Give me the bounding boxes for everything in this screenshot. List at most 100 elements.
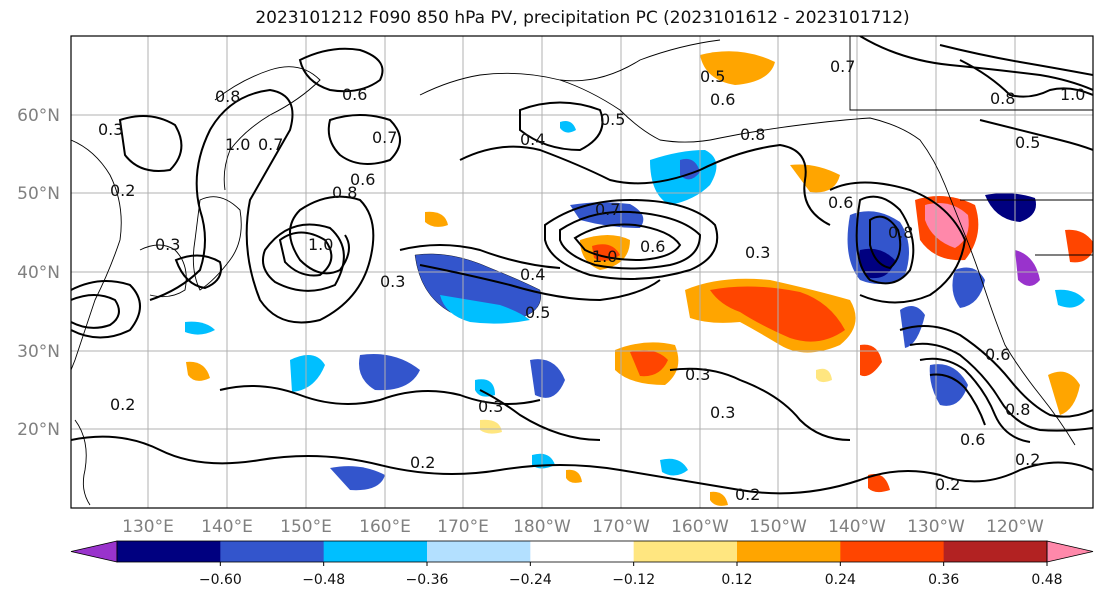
contour-label: 0.5 — [600, 110, 625, 129]
precip-pos-area — [700, 51, 775, 85]
precip-pos-area — [860, 344, 882, 377]
contour-label: 1.0 — [592, 247, 617, 266]
contour-label: 0.3 — [745, 243, 770, 262]
precip-pos-area — [566, 469, 582, 483]
contour-label: 0.3 — [98, 120, 123, 139]
contour-label: 1.0 — [225, 135, 250, 154]
contour-label: 0.3 — [478, 397, 503, 416]
precip-pos-area — [868, 474, 890, 493]
contour-label: 0.6 — [350, 170, 375, 189]
precip-neg-area — [570, 202, 644, 228]
contour-label: 0.7 — [595, 200, 620, 219]
precip-pos-area — [816, 368, 832, 383]
pv-contours — [71, 36, 1093, 495]
contour-label: 0.2 — [110, 181, 135, 200]
contour-label: 0.3 — [380, 272, 405, 291]
colorbar-label: −0.48 — [302, 572, 345, 588]
contour-label: 0.5 — [700, 67, 725, 86]
precip-neg-area — [952, 267, 985, 308]
lat-axis-labels: 60°N 50°N 40°N 30°N 20°N — [17, 106, 60, 440]
colorbar-extend-high — [1046, 540, 1094, 563]
contour-label: 0.6 — [342, 85, 367, 104]
precip-neg-area — [475, 379, 495, 397]
precip-neg-area — [1015, 250, 1040, 286]
colorbar-segment — [840, 541, 945, 562]
precip-neg-area — [530, 359, 565, 398]
contour-label: 0.7 — [372, 128, 397, 147]
lon-label: 140°W — [828, 517, 886, 537]
map-content: 0.8 1.0 0.7 0.3 0.2 0.6 0.7 0.8 1.0 0.3 … — [71, 36, 1093, 508]
contour-label: 0.2 — [735, 485, 760, 504]
contour-label: 0.7 — [830, 57, 855, 76]
lon-label: 130°W — [907, 517, 965, 537]
colorbar-segment — [220, 541, 325, 562]
lon-label: 160°W — [671, 517, 729, 537]
contour-label: 0.8 — [1005, 400, 1030, 419]
colorbar-outline — [116, 540, 1048, 563]
contour-label: 0.8 — [990, 89, 1015, 108]
precip-neg-area — [330, 466, 385, 491]
precip-neg-area — [858, 248, 895, 279]
lon-axis-labels: 130°E 140°E 150°E 160°E 170°E 180°W 170°… — [122, 517, 1044, 537]
lon-label: 120°W — [986, 517, 1044, 537]
contour-label: 0.6 — [828, 193, 853, 212]
contour-label: 0.8 — [332, 183, 357, 202]
contour-label: 0.7 — [258, 135, 283, 154]
contour-label: 0.6 — [710, 90, 735, 109]
lat-label: 60°N — [17, 106, 60, 126]
lon-label: 180°W — [513, 517, 571, 537]
colorbar-segment — [427, 541, 531, 562]
colorbar-segment — [117, 541, 221, 562]
graticule — [71, 36, 1093, 508]
contour-label: 0.2 — [1015, 450, 1040, 469]
colorbar-segment — [943, 541, 1048, 562]
colorbar-label: 0.48 — [1031, 572, 1062, 588]
contour-label: 0.5 — [1015, 133, 1040, 152]
precip-neg-area — [660, 458, 688, 476]
precip-pos-area — [186, 361, 210, 381]
map-frame — [70, 35, 1094, 509]
contour-label: 0.8 — [215, 87, 240, 106]
lat-label: 40°N — [17, 263, 60, 283]
precip-neg-area — [560, 121, 576, 133]
colorbar-label: 0.36 — [928, 572, 959, 588]
colorbar-segment — [737, 541, 841, 562]
precip-neg-area — [290, 355, 325, 392]
contour-label: 0.2 — [410, 453, 435, 472]
contour-label: 0.2 — [110, 395, 135, 414]
precip-pos-area — [1065, 229, 1093, 263]
colorbar-extend-low — [70, 540, 118, 563]
lon-label: 170°E — [437, 517, 489, 537]
contour-label: 0.2 — [935, 475, 960, 494]
precip-pos-area — [630, 350, 668, 377]
colorbar-segment — [633, 541, 738, 562]
map-title: 2023101212 F090 850 hPa PV, precipitatio… — [255, 8, 910, 28]
precip-pos-area — [710, 491, 728, 506]
precip-neg-area — [680, 158, 700, 180]
contour-label: 1.0 — [308, 235, 333, 254]
precip-pos-area — [425, 211, 448, 227]
contour-label: 0.3 — [155, 235, 180, 254]
contour-label: 1.0 — [1060, 85, 1085, 104]
lon-label: 150°E — [280, 517, 332, 537]
contour-label: 0.4 — [520, 130, 545, 149]
coastlines — [71, 36, 1093, 506]
lat-label: 30°N — [17, 342, 60, 362]
colorbar-label: −0.60 — [199, 572, 242, 588]
precip-neg-area — [359, 354, 420, 391]
contour-label: 0.6 — [985, 345, 1010, 364]
contour-label: 0.8 — [888, 223, 913, 242]
lon-label: 140°E — [201, 517, 253, 537]
contour-label: 0.3 — [710, 403, 735, 422]
lon-label: 150°W — [749, 517, 807, 537]
colorbar-label: 0.24 — [825, 572, 856, 588]
precip-neg-area — [1055, 289, 1085, 308]
contour-labels: 0.8 1.0 0.7 0.3 0.2 0.6 0.7 0.8 1.0 0.3 … — [98, 57, 1085, 504]
contour-label: 0.6 — [960, 430, 985, 449]
contour-label: 0.8 — [740, 125, 765, 144]
contour-label: 0.6 — [640, 237, 665, 256]
lat-label: 50°N — [17, 184, 60, 204]
colorbar-segment — [323, 541, 428, 562]
colorbar-label: −0.36 — [406, 572, 449, 588]
